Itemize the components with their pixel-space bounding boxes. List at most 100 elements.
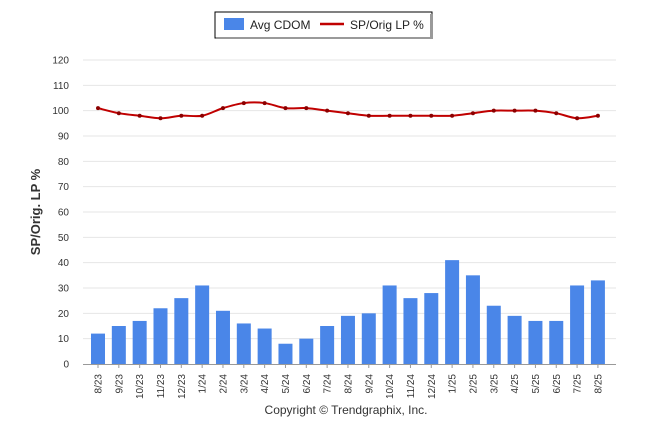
- x-tick-label: 7/24: [323, 374, 334, 394]
- x-tick-label: 10/24: [385, 374, 396, 399]
- line-series: [96, 101, 600, 121]
- x-tick-label: 9/23: [114, 374, 125, 394]
- copyright-footer: Copyright © Trendgraphix, Inc.: [265, 403, 428, 417]
- line-point: [387, 113, 392, 118]
- x-axis-ticks: 8/23 9/23 10/23 11/23 12/23 1/24 2/24 3/24 4/24 5…: [94, 364, 604, 399]
- y-tick-label: 40: [58, 258, 70, 269]
- y-tick-label: 20: [58, 309, 70, 320]
- bar: [153, 308, 168, 364]
- bar: [486, 305, 501, 364]
- line-point: [200, 113, 205, 118]
- y-tick-label: 30: [58, 284, 70, 295]
- bar: [507, 315, 522, 364]
- line-point: [554, 111, 559, 116]
- line-point: [408, 113, 413, 118]
- line-point: [450, 113, 455, 118]
- bar: [320, 326, 335, 364]
- x-tick-label: 1/24: [198, 374, 209, 394]
- x-tick-label: 6/24: [302, 374, 313, 394]
- y-axis-label: SP/Orig. LP %: [28, 168, 43, 255]
- bar: [528, 320, 543, 364]
- y-tick-label: 10: [58, 334, 70, 345]
- x-tick-label: 6/25: [552, 374, 563, 394]
- bar: [257, 328, 272, 364]
- bar: [340, 315, 355, 364]
- x-tick-label: 12/24: [427, 374, 438, 399]
- bar: [465, 275, 480, 364]
- line-point: [96, 106, 100, 111]
- line-point: [262, 101, 267, 106]
- line-point: [575, 116, 580, 121]
- x-tick-label: 5/24: [281, 374, 292, 394]
- bar: [424, 293, 439, 364]
- line-point: [116, 111, 121, 116]
- bar: [174, 298, 189, 364]
- line-point: [241, 101, 246, 106]
- x-tick-label: 4/25: [510, 374, 521, 394]
- y-axis-ticks: 0 10 20 30 40 50 60 70 80 90 100 110 120: [52, 56, 69, 371]
- x-tick-label: 8/25: [593, 374, 604, 394]
- bar: [445, 260, 460, 364]
- y-tick-label: 60: [58, 208, 70, 219]
- line-point: [512, 108, 517, 113]
- x-tick-label: 5/25: [531, 374, 542, 394]
- x-tick-label: 8/23: [94, 374, 105, 394]
- bar: [91, 333, 105, 364]
- line-point: [283, 106, 288, 111]
- line-point: [220, 106, 225, 111]
- bar: [361, 313, 376, 364]
- x-tick-label: 4/24: [260, 374, 271, 394]
- line-point: [366, 113, 371, 118]
- x-tick-label: 12/23: [177, 374, 188, 399]
- line-point: [595, 113, 600, 118]
- bar: [132, 320, 147, 364]
- y-tick-label: 110: [53, 81, 69, 92]
- legend-label-sp-orig-lp: SP/Orig LP %: [350, 18, 424, 32]
- bar: [549, 320, 564, 364]
- line-point: [137, 113, 142, 118]
- x-tick-label: 7/25: [573, 374, 584, 394]
- legend-shadow: [216, 37, 433, 39]
- x-tick-label: 2/24: [218, 374, 229, 394]
- y-tick-label: 50: [58, 233, 70, 244]
- line-point: [158, 116, 163, 121]
- y-tick-label: 90: [58, 132, 70, 143]
- bar-series: [91, 260, 605, 364]
- legend: Avg CDOM SP/Orig LP %: [214, 11, 433, 39]
- line-point: [429, 113, 434, 118]
- x-tick-label: 10/23: [135, 374, 146, 399]
- y-tick-label: 80: [58, 157, 70, 168]
- line-point: [491, 108, 496, 113]
- line-point: [533, 108, 538, 113]
- x-tick-label: 1/25: [448, 374, 459, 394]
- line-point: [304, 106, 309, 111]
- bar: [215, 310, 230, 364]
- y-tick-label: 100: [52, 106, 69, 117]
- bar: [236, 323, 251, 364]
- bar: [570, 285, 585, 364]
- y-tick-label: 0: [63, 360, 69, 371]
- bar: [111, 326, 126, 364]
- x-tick-label: 3/24: [239, 374, 250, 394]
- x-tick-label: 9/24: [364, 374, 375, 394]
- y-tick-label: 120: [52, 56, 69, 67]
- x-tick-label: 8/24: [343, 374, 354, 394]
- bar: [278, 343, 293, 364]
- y-tick-label: 70: [58, 182, 70, 193]
- gridlines: [83, 59, 616, 340]
- line-point: [470, 111, 475, 116]
- legend-shadow-right: [430, 14, 433, 39]
- legend-label-avg-cdom: Avg CDOM: [250, 18, 310, 32]
- bar: [403, 298, 418, 364]
- bar: [299, 338, 314, 364]
- bar: [195, 285, 210, 364]
- line-point: [325, 108, 330, 113]
- line-point: [345, 111, 350, 116]
- x-tick-label: 11/23: [156, 374, 167, 399]
- x-tick-label: 11/24: [406, 374, 417, 399]
- bar: [382, 285, 397, 364]
- x-tick-label: 2/25: [468, 374, 479, 394]
- legend-swatch-avg-cdom: [224, 18, 244, 30]
- bar: [590, 280, 605, 364]
